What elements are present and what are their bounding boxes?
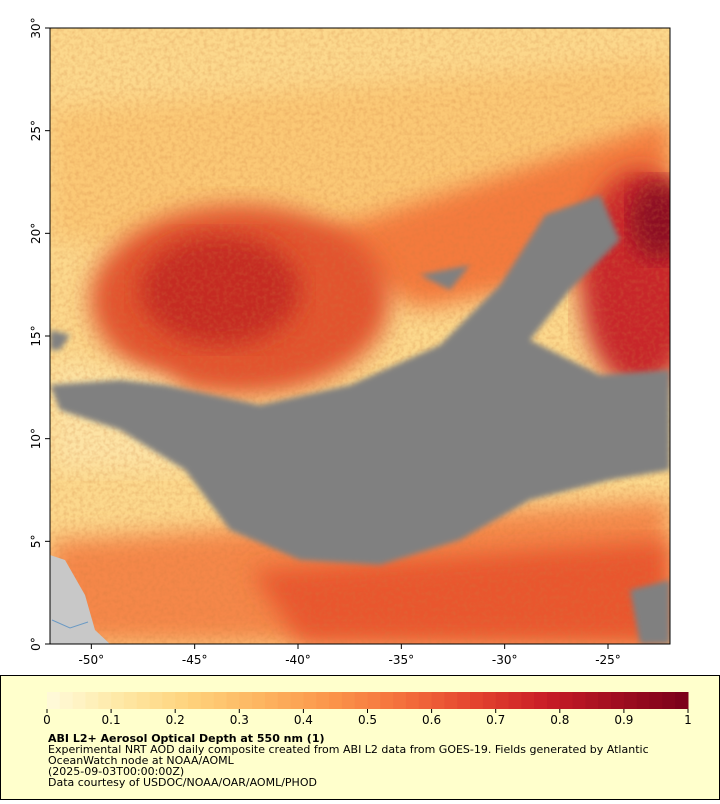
colorbar-swatch — [444, 692, 458, 709]
colorbar-swatch — [457, 692, 471, 709]
y-tick-label: 20° — [29, 223, 43, 244]
colorbar-swatch — [521, 692, 535, 709]
colorbar-swatch — [72, 692, 86, 709]
colorbar-swatch — [162, 692, 176, 709]
colorbar-swatch — [534, 692, 548, 709]
colorbar-swatch — [200, 692, 215, 709]
colorbar-swatch — [47, 692, 61, 709]
colorbar-tick-label: 0.1 — [102, 713, 121, 727]
colorbar-swatch — [252, 692, 266, 709]
colorbar-swatch — [405, 692, 420, 709]
colorbar-swatch — [226, 692, 240, 709]
colorbar-tick-label: 0.3 — [230, 713, 249, 727]
x-tick-label: -35° — [389, 653, 415, 667]
colorbar-swatch — [393, 692, 407, 709]
colorbar-swatch — [482, 692, 497, 709]
y-tick-label: 30° — [29, 17, 43, 38]
colorbar-swatch — [675, 692, 689, 709]
colorbar-swatch — [303, 692, 317, 709]
colorbar-swatch — [585, 692, 599, 709]
colorbar-swatch — [354, 692, 368, 709]
colorbar-swatch — [98, 692, 112, 709]
x-tick-label: -50° — [79, 653, 105, 667]
colorbar-swatch — [559, 692, 574, 709]
colorbar-tick-label: 0.8 — [550, 713, 569, 727]
y-tick-label: 25° — [29, 120, 43, 141]
colorbar-swatch — [59, 692, 74, 709]
colorbar-tick-label: 1 — [684, 713, 692, 727]
colorbar-swatch — [367, 692, 381, 709]
colorbar-swatch — [213, 692, 227, 709]
colorbar-swatch — [239, 692, 253, 709]
colorbar-swatch — [329, 692, 343, 709]
colorbar-tick-label: 0.9 — [614, 713, 633, 727]
colorbar-swatch — [188, 692, 202, 709]
colorbar-swatch — [636, 692, 651, 709]
colorbar-swatch — [611, 692, 625, 709]
colorbar-swatch — [418, 692, 433, 709]
colorbar-swatch — [341, 692, 356, 709]
colorbar-tick-label: 0 — [43, 713, 51, 727]
x-tick-label: -45° — [182, 653, 208, 667]
colorbar-swatch — [136, 692, 151, 709]
colorbar-tick-label: 0.4 — [294, 713, 313, 727]
colorbar-swatch — [470, 692, 484, 709]
map-image — [50, 28, 670, 644]
colorbar-swatch — [380, 692, 394, 709]
colorbar-tick-label: 0.5 — [358, 713, 377, 727]
y-tick-label: 5° — [29, 535, 43, 549]
colorbar-swatch — [598, 692, 612, 709]
colorbar-swatch — [290, 692, 304, 709]
colorbar-swatch — [623, 692, 638, 709]
colorbar-swatch — [546, 692, 561, 709]
caption-title: ABI L2+ Aerosol Optical Depth at 550 nm … — [48, 732, 325, 745]
colorbar-swatch — [508, 692, 522, 709]
colorbar-swatch — [316, 692, 330, 709]
caption-line: OceanWatch node at NOAA/AOML — [48, 754, 235, 767]
colorbar-swatch — [149, 692, 163, 709]
colorbar-swatch — [111, 692, 125, 709]
colorbar-tick-label: 0.7 — [486, 713, 505, 727]
colorbar-swatch — [431, 692, 445, 709]
colorbar-swatch — [277, 692, 292, 709]
y-tick-label: 10° — [29, 428, 43, 449]
colorbar-tick-label: 0.2 — [166, 713, 185, 727]
colorbar-swatch — [175, 692, 189, 709]
colorbar-swatch — [495, 692, 510, 709]
caption-line: Experimental NRT AOD daily composite cre… — [48, 743, 649, 756]
colorbar-swatch — [572, 692, 586, 709]
colorbar-swatch — [649, 692, 663, 709]
colorbar-swatch — [123, 692, 138, 709]
x-tick-label: -30° — [492, 653, 518, 667]
y-tick-label: 0° — [29, 637, 43, 651]
colorbar-tick-label: 0.6 — [422, 713, 441, 727]
x-tick-label: -25° — [595, 653, 621, 667]
colorbar-swatch — [85, 692, 99, 709]
colorbar-swatch — [662, 692, 676, 709]
x-tick-label: -40° — [285, 653, 311, 667]
caption-line: Data courtesy of USDOC/NOAA/OAR/AOML/PHO… — [48, 776, 317, 789]
caption-line: (2025-09-03T00:00:00Z) — [48, 765, 184, 778]
y-tick-label: 15° — [29, 325, 43, 346]
colorbar-swatch — [264, 692, 279, 709]
